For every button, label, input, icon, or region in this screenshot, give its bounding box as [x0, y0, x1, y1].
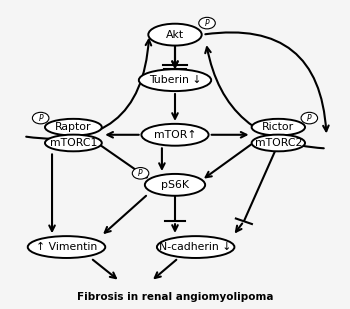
Text: P: P [307, 114, 312, 123]
Ellipse shape [148, 24, 202, 45]
Text: ↑ Vimentin: ↑ Vimentin [36, 242, 97, 252]
Ellipse shape [45, 119, 102, 136]
Text: P: P [38, 114, 43, 123]
Text: Fibrosis in renal angiomyolipoma: Fibrosis in renal angiomyolipoma [77, 292, 273, 302]
Text: Tuberin ↓: Tuberin ↓ [149, 75, 201, 85]
Ellipse shape [252, 135, 305, 151]
Ellipse shape [33, 112, 49, 124]
Text: mTORC1: mTORC1 [50, 138, 97, 148]
Text: mTOR↑: mTOR↑ [154, 130, 196, 140]
Text: P: P [138, 169, 143, 178]
Ellipse shape [199, 17, 215, 29]
Ellipse shape [45, 135, 102, 151]
Ellipse shape [141, 124, 209, 146]
Text: P: P [205, 19, 209, 28]
Text: Raptor: Raptor [55, 122, 92, 132]
Ellipse shape [252, 119, 305, 136]
Text: pS6K: pS6K [161, 180, 189, 190]
Text: N-cadherin ↓: N-cadherin ↓ [160, 242, 232, 252]
Text: Rictor: Rictor [262, 122, 294, 132]
Text: mTORC2: mTORC2 [255, 138, 302, 148]
Text: Akt: Akt [166, 30, 184, 40]
Ellipse shape [28, 236, 105, 258]
Ellipse shape [145, 174, 205, 196]
Ellipse shape [301, 112, 317, 124]
Ellipse shape [132, 167, 149, 179]
Ellipse shape [139, 69, 211, 91]
Ellipse shape [157, 236, 235, 258]
